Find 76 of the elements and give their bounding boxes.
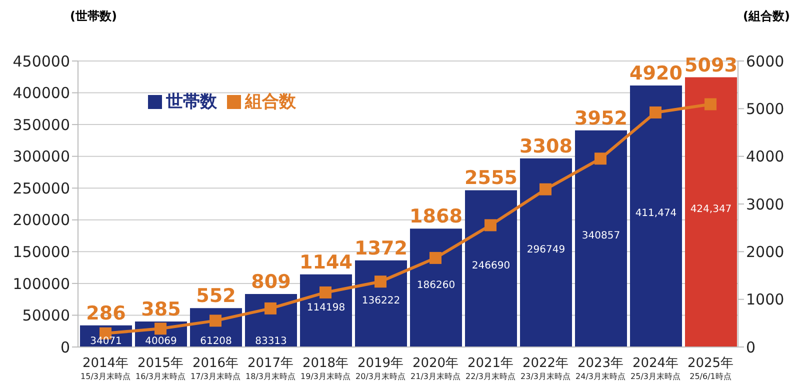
x-tick-label: 2019年 20/3月末時点 — [356, 356, 406, 381]
data-label: 83313 — [255, 336, 287, 347]
data-label: 246690 — [472, 260, 510, 272]
y2-tick-label: 5000 — [746, 100, 784, 118]
point — [540, 183, 552, 196]
x-tick-label: 2016年 17/3月末時点 — [190, 356, 240, 381]
bar — [410, 228, 462, 347]
point — [154, 322, 166, 335]
data-label: 296749 — [526, 244, 566, 256]
legend-label: 組合数 — [245, 92, 296, 112]
y-axis-title: (世帯数) — [70, 8, 117, 25]
data-label: 114198 — [306, 302, 346, 314]
point — [374, 276, 386, 288]
y-tick-label: 100000 — [12, 274, 70, 293]
data-label: 552 — [196, 285, 236, 308]
x-tick-label: 2024年 25/3月末時点 — [630, 356, 680, 381]
y-tick-label: 450000 — [12, 52, 70, 70]
y-tick-label: 400000 — [12, 84, 70, 102]
data-label: 2555 — [464, 167, 518, 190]
y2-tick-label: 3000 — [746, 195, 784, 214]
data-label: 40069 — [145, 336, 177, 347]
y2-tick-label: 0 — [746, 338, 756, 356]
data-label: 809 — [251, 271, 291, 294]
point — [264, 302, 276, 314]
data-label: 411,474 — [635, 208, 677, 220]
legend-label: 世帯数 — [166, 92, 217, 112]
point — [484, 219, 496, 232]
y-tick-label: 200000 — [12, 211, 70, 230]
y-tick-label: 300000 — [12, 148, 70, 166]
y2-tick-label: 2000 — [746, 242, 784, 261]
data-label: 3308 — [520, 135, 572, 158]
x-tick-label: 2023年 24/3月末時点 — [576, 356, 626, 381]
y-tick-label: 0 — [60, 338, 70, 356]
bar — [685, 77, 737, 347]
x-tick-label: 2020年 21/3月末時点 — [410, 356, 460, 381]
bar — [630, 85, 682, 347]
bar — [465, 190, 517, 347]
x-tick-label: 2025年 25/6/1時点 — [687, 356, 734, 381]
point — [320, 286, 332, 298]
point — [594, 152, 606, 165]
point — [430, 252, 442, 264]
data-label: 5093 — [684, 54, 738, 76]
data-label: 1144 — [300, 251, 352, 274]
data-label: 3952 — [574, 107, 628, 130]
bar — [520, 158, 572, 347]
data-label: 385 — [141, 298, 181, 321]
x-tick-label: 2022年 23/3月末時点 — [520, 356, 570, 381]
bar — [575, 130, 627, 347]
data-label: 340857 — [582, 230, 620, 242]
data-label: 186260 — [416, 280, 456, 291]
data-label: 136222 — [362, 296, 400, 307]
y2-tick-label: 6000 — [746, 52, 784, 70]
y2-axis-title: (組合数) — [743, 8, 790, 25]
y2-tick-label: 1000 — [746, 290, 784, 309]
y-tick-label: 50000 — [22, 306, 70, 325]
bar — [355, 260, 407, 347]
x-tick-label: 2014年 15/3月末時点 — [80, 356, 130, 381]
x-tick-label: 2015年 16/3月末時点 — [136, 356, 186, 381]
x-tick-label: 2018年 19/3月末時点 — [300, 356, 350, 381]
point — [210, 314, 222, 327]
data-label: 1372 — [354, 237, 408, 260]
data-label: 34071 — [90, 336, 122, 347]
y2-tick-label: 4000 — [746, 148, 784, 166]
data-label: 1868 — [410, 206, 462, 228]
x-tick-label: 2021年 22/3月末時点 — [466, 356, 516, 381]
point — [704, 98, 716, 110]
bar — [300, 274, 352, 347]
y-tick-label: 150000 — [12, 242, 70, 261]
data-label: 424,347 — [690, 204, 732, 216]
point — [650, 106, 662, 118]
x-tick-label: 2017年 18/3月末時点 — [246, 356, 296, 381]
data-label: 286 — [86, 302, 126, 324]
data-label: 61208 — [200, 336, 232, 347]
y-tick-label: 250000 — [12, 179, 70, 198]
data-label: 4920 — [630, 62, 682, 84]
y-tick-label: 350000 — [12, 116, 70, 134]
